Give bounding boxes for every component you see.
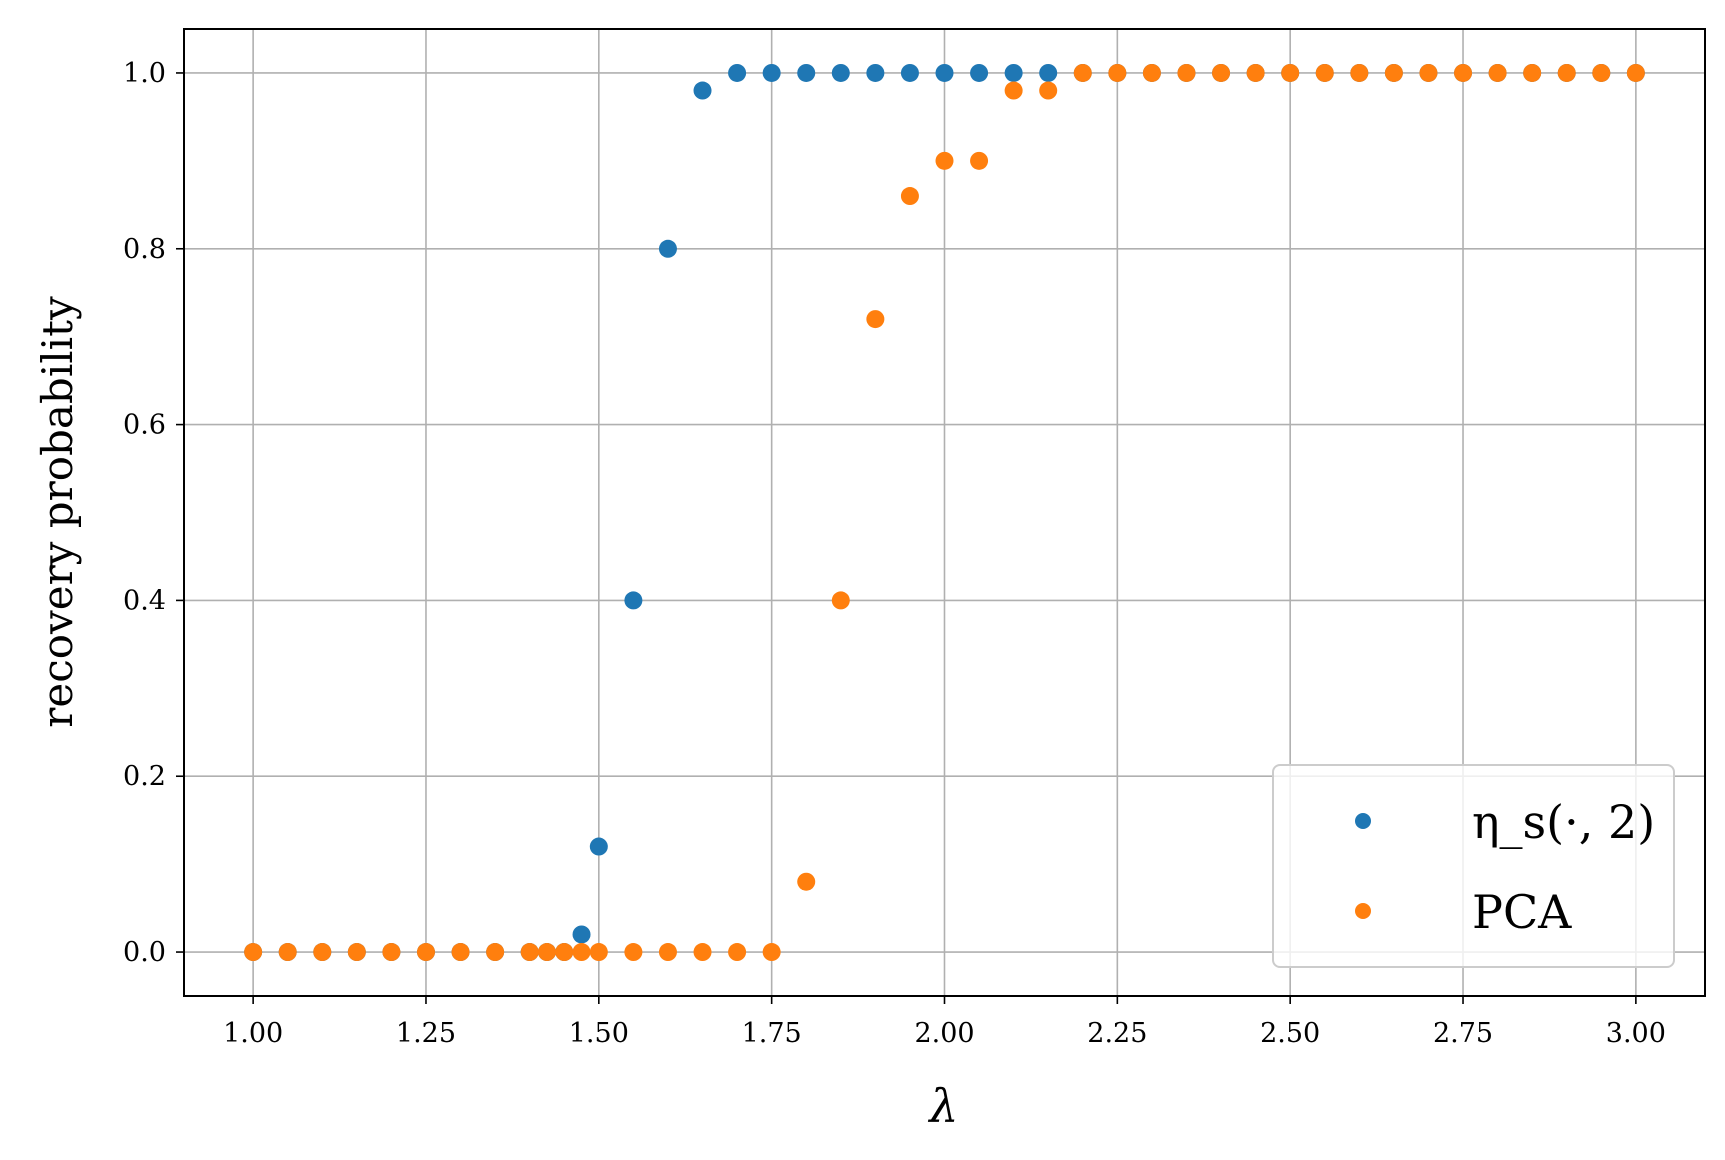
legend-box bbox=[1272, 764, 1675, 968]
data-point-series-2 bbox=[1281, 63, 1300, 82]
legend-marker-series-2 bbox=[1355, 903, 1371, 919]
y-axis-label: recovery probability bbox=[33, 296, 82, 728]
data-point-series-2 bbox=[537, 943, 556, 962]
data-point-series-2 bbox=[1315, 63, 1334, 82]
data-point-series-2 bbox=[1592, 63, 1611, 82]
data-point-series-2 bbox=[658, 943, 677, 962]
x-tick-label: 2.50 bbox=[1260, 1018, 1320, 1049]
data-point-series-2 bbox=[831, 591, 850, 610]
data-point-series-1 bbox=[589, 837, 608, 856]
y-tick-label: 0.4 bbox=[123, 585, 166, 616]
data-point-series-2 bbox=[278, 943, 297, 962]
data-point-series-2 bbox=[486, 943, 505, 962]
y-tick-label: 0.0 bbox=[123, 937, 166, 968]
data-point-series-1 bbox=[693, 81, 712, 100]
data-point-series-2 bbox=[1108, 63, 1127, 82]
x-tick-label: 3.00 bbox=[1606, 1018, 1666, 1049]
x-tick-label: 2.25 bbox=[1087, 1018, 1147, 1049]
data-point-series-2 bbox=[1073, 63, 1092, 82]
data-point-series-2 bbox=[244, 943, 263, 962]
x-tick-label: 1.50 bbox=[569, 1018, 629, 1049]
x-tick-label: 1.25 bbox=[396, 1018, 456, 1049]
data-points bbox=[244, 63, 1645, 962]
data-point-series-1 bbox=[935, 63, 954, 82]
x-tick-label: 1.00 bbox=[223, 1018, 283, 1049]
data-point-series-2 bbox=[624, 943, 643, 962]
y-tick-label: 1.0 bbox=[123, 58, 166, 89]
x-axis-label: λ bbox=[927, 1079, 958, 1133]
data-point-series-2 bbox=[970, 151, 989, 170]
data-point-series-1 bbox=[1004, 63, 1023, 82]
y-tick-label: 0.8 bbox=[123, 234, 166, 265]
data-point-series-2 bbox=[313, 943, 332, 962]
data-point-series-2 bbox=[1142, 63, 1161, 82]
x-tick-label: 2.00 bbox=[914, 1018, 974, 1049]
data-point-series-2 bbox=[900, 187, 919, 206]
data-point-series-2 bbox=[1039, 81, 1058, 100]
y-tick-label: 0.6 bbox=[123, 410, 166, 441]
data-point-series-2 bbox=[451, 943, 470, 962]
data-point-series-1 bbox=[624, 591, 643, 610]
legend-label-series-2: PCA bbox=[1472, 885, 1572, 939]
data-point-series-1 bbox=[762, 63, 781, 82]
data-point-series-2 bbox=[728, 943, 747, 962]
data-point-series-2 bbox=[572, 943, 591, 962]
data-point-series-1 bbox=[1039, 63, 1058, 82]
data-point-series-2 bbox=[520, 943, 539, 962]
data-point-series-1 bbox=[572, 925, 591, 944]
data-point-series-2 bbox=[1350, 63, 1369, 82]
data-point-series-2 bbox=[1212, 63, 1231, 82]
data-point-series-2 bbox=[1246, 63, 1265, 82]
data-point-series-1 bbox=[831, 63, 850, 82]
y-tick-label: 0.2 bbox=[123, 761, 166, 792]
legend-marker-series-1 bbox=[1355, 813, 1371, 829]
x-tick-label: 2.75 bbox=[1433, 1018, 1493, 1049]
data-point-series-2 bbox=[935, 151, 954, 170]
data-point-series-2 bbox=[693, 943, 712, 962]
grid bbox=[184, 29, 1705, 996]
data-point-series-1 bbox=[728, 63, 747, 82]
data-point-series-1 bbox=[797, 63, 816, 82]
data-point-series-2 bbox=[589, 943, 608, 962]
data-point-series-2 bbox=[1523, 63, 1542, 82]
data-point-series-1 bbox=[900, 63, 919, 82]
axis-ticks: 1.00 1.25 1.50 1.75 2.00 2.25 2.50 2.75 3.00 0.0 0… bbox=[123, 58, 1666, 1049]
data-point-series-2 bbox=[416, 943, 435, 962]
data-point-series-1 bbox=[866, 63, 885, 82]
data-point-series-2 bbox=[1626, 63, 1645, 82]
data-point-series-2 bbox=[1004, 81, 1023, 100]
data-point-series-2 bbox=[1454, 63, 1473, 82]
legend: η_s(·, 2) PCA bbox=[1272, 764, 1675, 968]
data-point-series-2 bbox=[382, 943, 401, 962]
data-point-series-1 bbox=[970, 63, 989, 82]
data-point-series-2 bbox=[1419, 63, 1438, 82]
data-point-series-2 bbox=[347, 943, 366, 962]
legend-label-series-1: η_s(·, 2) bbox=[1472, 795, 1655, 849]
data-point-series-2 bbox=[1557, 63, 1576, 82]
data-point-series-2 bbox=[797, 872, 816, 891]
data-point-series-2 bbox=[866, 310, 885, 329]
data-point-series-2 bbox=[1177, 63, 1196, 82]
data-point-series-2 bbox=[1488, 63, 1507, 82]
x-tick-label: 1.75 bbox=[742, 1018, 802, 1049]
data-point-series-1 bbox=[658, 239, 677, 258]
data-point-series-2 bbox=[762, 943, 781, 962]
data-point-series-2 bbox=[1384, 63, 1403, 82]
data-point-series-2 bbox=[555, 943, 574, 962]
